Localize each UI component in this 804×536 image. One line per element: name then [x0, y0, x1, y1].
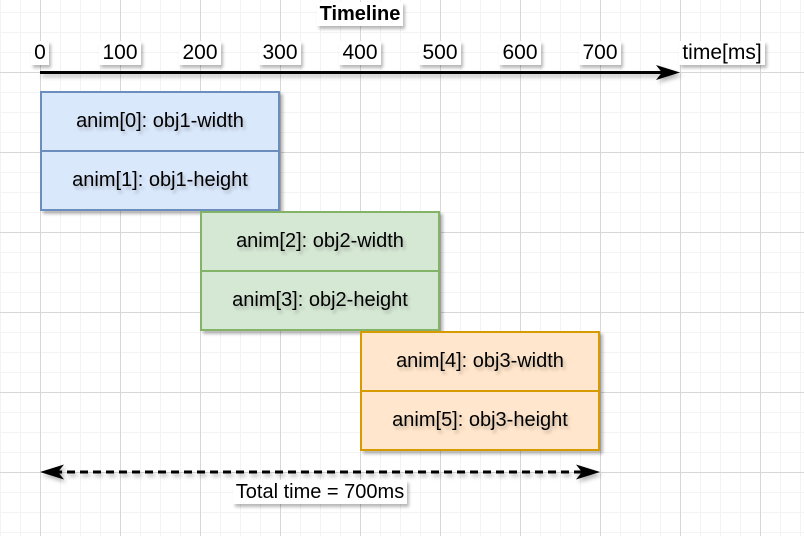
anim-bar-2: anim[2]: obj2-width	[202, 213, 438, 272]
axis-tick-label: 500	[419, 41, 461, 65]
left-arrowhead-icon	[40, 464, 64, 480]
axis-tick-0: 0	[0, 41, 80, 65]
track-obj3: anim[4]: obj3-width anim[5]: obj3-height	[360, 331, 600, 451]
anim-bar-5: anim[5]: obj3-height	[362, 392, 598, 449]
anim-bar-1: anim[1]: obj1-height	[42, 152, 278, 209]
axis-tick-700: 700	[560, 41, 640, 65]
axis-tick-label: 400	[339, 41, 381, 65]
anim-bar-label: anim[4]: obj3-width	[396, 350, 564, 372]
total-time-span-arrow	[40, 464, 600, 480]
axis-arrowhead-icon	[656, 65, 680, 80]
axis-tick-300: 300	[240, 41, 320, 65]
anim-bar-label: anim[5]: obj3-height	[392, 409, 568, 431]
axis-unit: time[ms]	[660, 41, 784, 65]
axis-tick-label: 200	[179, 41, 221, 65]
track-obj2: anim[2]: obj2-width anim[3]: obj2-height	[200, 211, 440, 331]
track-obj1: anim[0]: obj1-width anim[1]: obj1-height	[40, 91, 280, 211]
time-axis	[40, 65, 680, 80]
axis-tick-100: 100	[80, 41, 160, 65]
diagram-title-label: Timeline	[316, 2, 404, 26]
axis-tick-label: 300	[259, 41, 301, 65]
anim-bar-label: anim[2]: obj2-width	[236, 230, 404, 252]
total-time-label: Total time = 700ms	[232, 480, 408, 504]
anim-bar-label: anim[3]: obj2-height	[232, 289, 408, 311]
anim-bar-label: anim[1]: obj1-height	[72, 169, 248, 191]
axis-unit-label: time[ms]	[679, 41, 765, 65]
total-time: Total time = 700ms	[220, 480, 420, 504]
axis-tick-600: 600	[480, 41, 560, 65]
axis-tick-400: 400	[320, 41, 400, 65]
right-arrowhead-icon	[576, 464, 600, 480]
axis-tick-label: 100	[99, 41, 141, 65]
axis-tick-200: 200	[160, 41, 240, 65]
anim-bar-0: anim[0]: obj1-width	[42, 93, 278, 152]
axis-tick-label: 700	[579, 41, 621, 65]
anim-bar-label: anim[0]: obj1-width	[76, 110, 244, 132]
anim-bar-3: anim[3]: obj2-height	[202, 272, 438, 329]
axis-tick-500: 500	[400, 41, 480, 65]
axis-tick-label: 0	[31, 41, 49, 65]
anim-bar-4: anim[4]: obj3-width	[362, 333, 598, 392]
diagram-title: Timeline	[260, 2, 460, 26]
axis-tick-label: 600	[499, 41, 541, 65]
